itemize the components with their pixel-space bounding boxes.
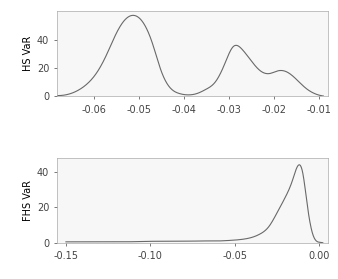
Y-axis label: HS VaR: HS VaR: [23, 36, 32, 71]
Y-axis label: FHS VaR: FHS VaR: [23, 180, 32, 221]
